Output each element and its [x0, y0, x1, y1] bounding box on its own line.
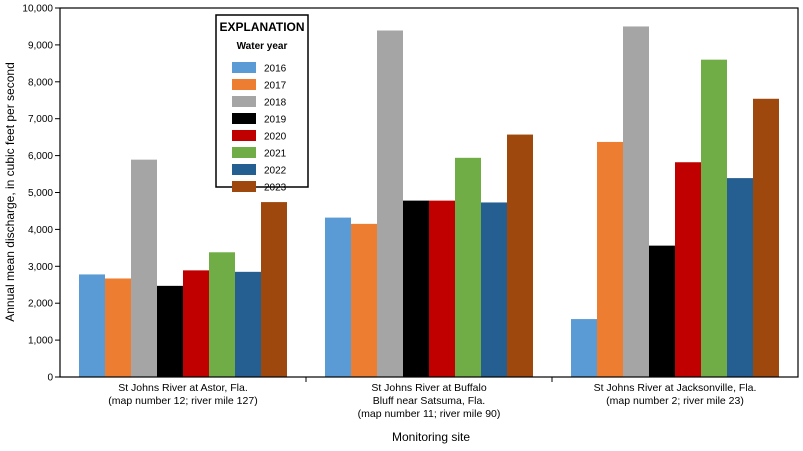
- bar-2020-site-2: [429, 200, 455, 377]
- category-label-line: (map number 11; river mile 90): [358, 408, 501, 420]
- legend-label-2022: 2022: [264, 166, 287, 177]
- bar-2019-site-3: [649, 245, 675, 377]
- legend-swatch-2021: [232, 147, 256, 158]
- bar-2022-site-3: [727, 178, 753, 377]
- y-tick-label: 1,000: [28, 336, 53, 347]
- y-tick-label: 8,000: [28, 77, 53, 88]
- legend-label-2019: 2019: [264, 115, 287, 126]
- bar-2016-site-1: [79, 274, 105, 377]
- axes-layer: 0 1,000 2,000 3,000 4,000 5,000 6,000 7,000 8,00…: [22, 4, 799, 384]
- bar-2021-site-2: [455, 157, 481, 377]
- x-axis-title: Monitoring site: [392, 430, 470, 444]
- legend-title: EXPLANATION: [219, 20, 304, 34]
- y-tick-label: 0: [47, 373, 53, 384]
- legend-label-2018: 2018: [264, 98, 287, 109]
- bar-2021-site-1: [209, 252, 235, 377]
- legend-swatch-2016: [232, 62, 256, 73]
- category-label-line: St Johns River at Astor, Fla.: [118, 382, 248, 394]
- legend-label-2017: 2017: [264, 81, 287, 92]
- bar-2017-site-2: [351, 223, 377, 377]
- bar-2016-site-3: [571, 319, 597, 377]
- y-tick-label: 3,000: [28, 262, 53, 273]
- y-tick-label: 6,000: [28, 151, 53, 162]
- legend-swatch-2019: [232, 113, 256, 124]
- bar-2019-site-1: [157, 285, 183, 377]
- category-labels: St Johns River at Astor, Fla. (map number…: [108, 382, 756, 420]
- y-axis-title: Annual mean discharge, in cubic feet per…: [3, 62, 17, 322]
- category-label-site-3: St Johns River at Jacksonville, Fla. (map…: [594, 382, 757, 407]
- y-tick-label: 2,000: [28, 299, 53, 310]
- bar-2023-site-2: [507, 134, 533, 377]
- legend-swatch-2017: [232, 79, 256, 90]
- legend-swatch-2022: [232, 164, 256, 175]
- bar-2023-site-3: [753, 98, 779, 378]
- category-label-line: Bluff near Satsuma, Fla.: [373, 395, 485, 407]
- bars-layer: [79, 26, 779, 378]
- bar-2020-site-1: [183, 270, 209, 377]
- bar-2020-site-3: [675, 162, 701, 377]
- category-label-line: St Johns River at Jacksonville, Fla.: [594, 382, 757, 394]
- category-label-site-1: St Johns River at Astor, Fla. (map number…: [108, 382, 257, 407]
- legend: EXPLANATION Water year 20162017201820192…: [215, 14, 309, 194]
- y-tick-label: 4,000: [28, 225, 53, 236]
- category-label-line: (map number 12; river mile 127): [108, 395, 257, 407]
- legend-label-2023: 2023: [264, 183, 287, 194]
- bar-2022-site-2: [481, 202, 507, 377]
- category-label-site-2: St Johns River at Buffalo Bluff near Sats…: [358, 382, 501, 420]
- category-label-line: (map number 2; river mile 23): [606, 395, 744, 407]
- legend-box: [215, 14, 309, 188]
- legend-swatch-2018: [232, 96, 256, 107]
- y-tick-label: 5,000: [28, 188, 53, 199]
- bar-2019-site-2: [403, 200, 429, 377]
- bar-2018-site-1: [131, 159, 157, 377]
- bar-2016-site-2: [325, 217, 351, 377]
- bar-2022-site-1: [235, 271, 261, 377]
- legend-label-2016: 2016: [264, 64, 287, 75]
- y-tick-label: 9,000: [28, 40, 53, 51]
- y-tick-label: 10,000: [22, 4, 53, 15]
- bar-2023-site-1: [261, 202, 287, 377]
- legend-swatch-2023: [232, 181, 256, 192]
- y-tick-label: 7,000: [28, 114, 53, 125]
- legend-subtitle: Water year: [237, 41, 288, 52]
- category-label-line: St Johns River at Buffalo: [371, 382, 487, 394]
- bar-2021-site-3: [701, 59, 727, 377]
- bar-2017-site-1: [105, 278, 131, 377]
- bar-2018-site-2: [377, 30, 403, 377]
- legend-swatch-2020: [232, 130, 256, 141]
- legend-label-2021: 2021: [264, 149, 287, 160]
- legend-label-2020: 2020: [264, 132, 287, 143]
- bar-2017-site-3: [597, 141, 623, 377]
- bar-2018-site-3: [623, 26, 649, 377]
- legend-items: 2016 2017 2018 2019 2020 2021 2022 2023: [232, 62, 287, 194]
